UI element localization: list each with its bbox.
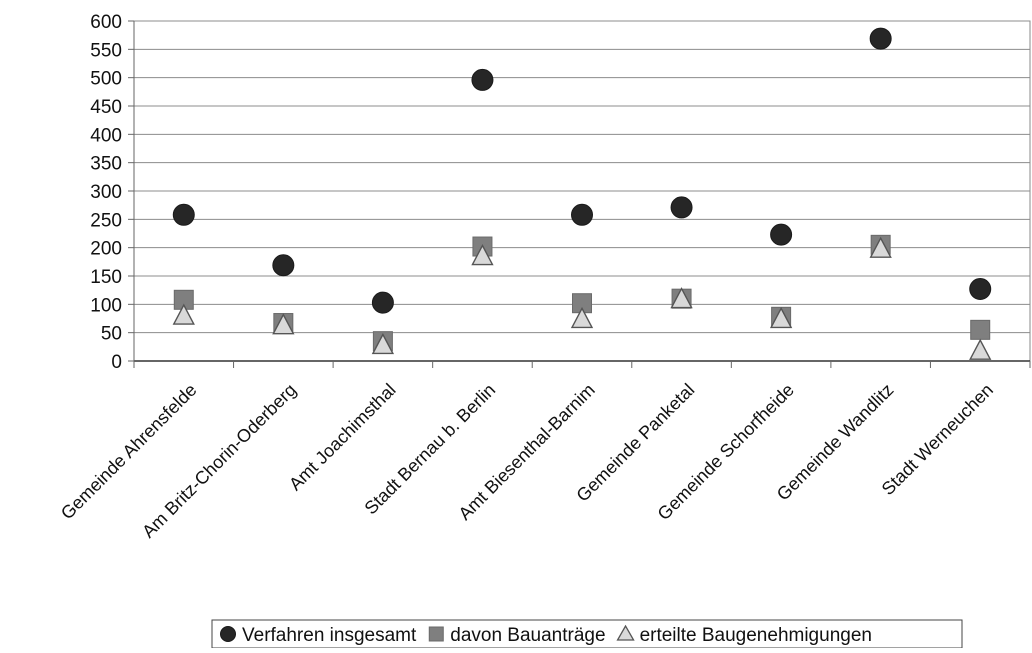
legend-label: Verfahren insgesamt xyxy=(242,625,417,646)
data-point-triangle xyxy=(272,313,295,335)
x-tick-label: Amt Joachimsthal xyxy=(285,380,400,495)
data-point-square xyxy=(970,319,991,340)
legend-label: davon Bauanträge xyxy=(450,625,605,646)
data-point-circle xyxy=(172,203,195,226)
y-tick-label: 600 xyxy=(90,12,122,33)
legend-marker-circle xyxy=(220,626,236,642)
data-point-circle xyxy=(471,68,494,91)
y-tick-label: 200 xyxy=(90,239,122,260)
data-point-circle xyxy=(571,203,593,226)
data-point-triangle xyxy=(471,244,494,266)
y-tick-label: 350 xyxy=(90,154,122,175)
y-tick-label: 400 xyxy=(90,125,122,146)
data-point-circle xyxy=(869,27,892,50)
data-point-triangle xyxy=(969,338,992,360)
data-point-circle xyxy=(770,223,793,246)
data-point-circle xyxy=(969,278,992,301)
data-point-triangle xyxy=(570,306,594,329)
data-point-circle xyxy=(670,196,693,219)
y-tick-label: 500 xyxy=(90,69,122,90)
data-point-triangle xyxy=(769,306,793,329)
y-tick-label: 300 xyxy=(90,182,122,203)
legend-label: erteilte Baugenehmigungen xyxy=(640,625,872,646)
series-triangle xyxy=(172,236,992,360)
data-point-triangle xyxy=(172,303,195,325)
y-tick-label: 450 xyxy=(90,97,122,118)
legend-marker-square xyxy=(428,626,444,642)
y-tick-label: 100 xyxy=(90,295,122,316)
data-point-circle xyxy=(272,254,295,277)
data-point-triangle xyxy=(869,236,892,258)
y-tick-label: 50 xyxy=(101,324,122,345)
y-tick-label: 550 xyxy=(90,40,122,61)
y-tick-label: 250 xyxy=(90,210,122,231)
legend-marker-triangle xyxy=(616,624,635,641)
series-circle xyxy=(172,27,992,314)
y-tick-label: 0 xyxy=(111,352,122,373)
data-point-circle xyxy=(371,291,394,314)
y-tick-label: 150 xyxy=(90,267,122,288)
data-point-triangle xyxy=(670,287,693,309)
data-point-triangle xyxy=(371,332,395,355)
x-tick-label: Stadt Werneuchen xyxy=(878,380,997,499)
